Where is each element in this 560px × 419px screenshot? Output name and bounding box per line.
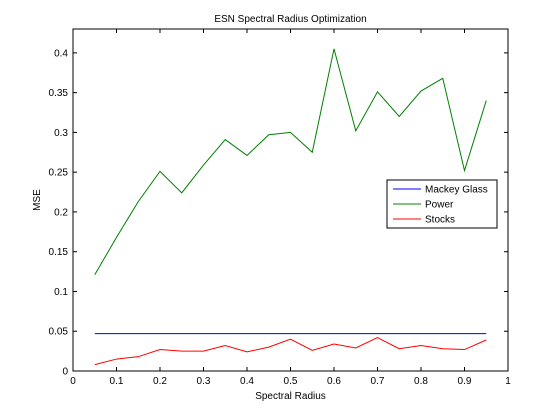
y-tick-label: 0.35 (49, 88, 69, 99)
x-tick-label: 1 (505, 376, 511, 387)
legend-label-mackey-glass: Mackey Glass (425, 185, 488, 196)
x-tick-label: 0.4 (240, 376, 254, 387)
series-layer (94, 48, 487, 366)
x-tick-label: 0.6 (327, 376, 341, 387)
y-tick-label: 0.05 (49, 327, 69, 338)
y-tick-label: 0.15 (49, 247, 69, 258)
x-tick-label: 0 (70, 376, 76, 387)
chart-title: ESN Spectral Radius Optimization (214, 14, 366, 25)
x-tick-label: 0.7 (371, 376, 385, 387)
x-tick-label: 0.8 (414, 376, 428, 387)
axis-ticks: 0 0.1 0.2 0.3 0.4 0.5 0.6 0.7 0.8 0.9 1 0 0.05 0.1 0.1… (49, 29, 511, 387)
x-tick-label: 0.3 (197, 376, 211, 387)
y-tick-label: 0.4 (54, 48, 68, 59)
y-tick-label: 0.25 (49, 168, 69, 179)
x-axis-label: Spectral Radius (255, 391, 326, 402)
y-tick-label: 0 (62, 367, 68, 378)
x-tick-label: 0.2 (153, 376, 167, 387)
legend-label-power: Power (425, 200, 454, 211)
x-tick-label: 0.1 (110, 376, 124, 387)
y-tick-label: 0.2 (54, 207, 68, 218)
x-tick-label: 0.9 (458, 376, 472, 387)
y-tick-label: 0.3 (54, 128, 68, 139)
series-line-stocks (94, 337, 487, 366)
x-tick-label: 0.5 (284, 376, 298, 387)
legend: Mackey Glass Power Stocks (386, 179, 498, 229)
legend-label-stocks: Stocks (425, 215, 455, 226)
series-line-power (94, 48, 487, 276)
y-tick-label: 0.1 (54, 287, 68, 298)
y-axis-label: MSE (32, 189, 43, 211)
